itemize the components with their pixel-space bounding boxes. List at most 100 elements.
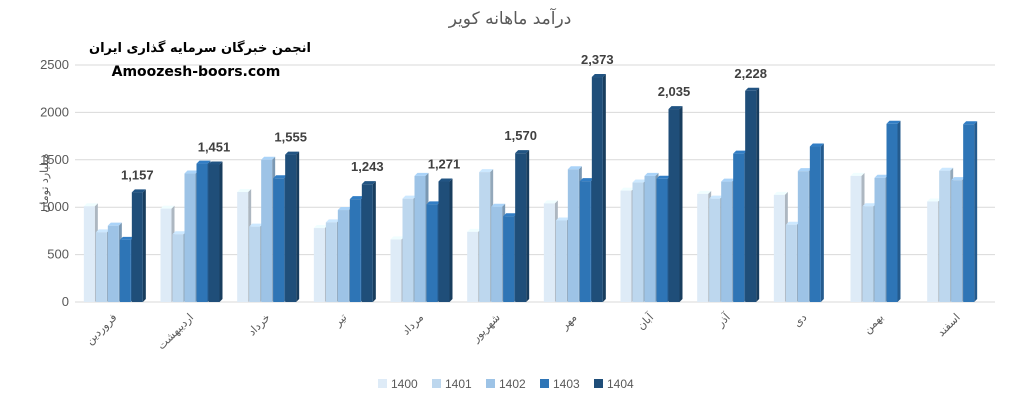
- bar-top: [668, 106, 683, 110]
- bar-front: [83, 206, 95, 302]
- bar-1400-10: [850, 172, 865, 302]
- bar-top: [733, 150, 748, 154]
- bar-front: [862, 206, 874, 302]
- bar-top: [951, 177, 966, 181]
- bar-front: [172, 234, 184, 302]
- bar-1404-5: [515, 150, 530, 302]
- bar-1401-3: [325, 219, 340, 302]
- bar-side: [679, 106, 683, 302]
- x-tick-label: مهر: [558, 311, 580, 333]
- bar-front: [721, 181, 733, 302]
- bar-front: [644, 175, 656, 302]
- bar-side: [974, 121, 978, 302]
- bar-side: [820, 143, 824, 302]
- bar-1400-7: [620, 187, 635, 302]
- data-label: 1,271: [428, 157, 461, 172]
- bar-top: [939, 167, 954, 171]
- bar-top: [886, 120, 901, 124]
- bar-1400-5: [467, 228, 482, 302]
- bar-top: [773, 191, 788, 195]
- bar-1403-3: [349, 196, 364, 302]
- bar-top: [119, 236, 134, 240]
- bar-1402-2: [261, 156, 276, 302]
- bar-1401-7: [632, 179, 647, 302]
- bar-front: [697, 193, 709, 302]
- data-label: 1,243: [351, 159, 384, 174]
- bar-1404-1: [208, 161, 223, 302]
- legend-swatch: [540, 379, 549, 388]
- bar-front: [567, 169, 579, 302]
- bar-side: [372, 181, 376, 302]
- bar-top: [632, 179, 647, 183]
- bar-1402-6: [567, 166, 582, 302]
- bar-front: [668, 109, 680, 302]
- bar-1401-1: [172, 231, 187, 302]
- bar-1402-4: [414, 172, 429, 302]
- bar-top: [797, 168, 812, 172]
- bar-front: [515, 153, 527, 302]
- data-label: 1,555: [274, 130, 307, 145]
- bar-top: [438, 178, 453, 182]
- bar-front: [555, 220, 567, 302]
- bar-1402-1: [184, 170, 199, 302]
- x-tick-label: دی: [791, 311, 810, 330]
- bar-top: [579, 178, 594, 182]
- bar-front: [579, 181, 591, 302]
- y-axis-ticks: 0 500 1000 1500 2000 2500: [40, 57, 69, 309]
- bar-front: [963, 124, 975, 302]
- legend-swatch: [432, 379, 441, 388]
- bar-front: [107, 225, 119, 302]
- bar-1404-8: [745, 87, 760, 302]
- bar-front: [414, 175, 426, 302]
- bar-front: [809, 146, 821, 302]
- bar-1403-9: [809, 143, 824, 302]
- bar-top: [555, 217, 570, 221]
- bar-top: [874, 174, 889, 178]
- x-tick-label: مرداد: [399, 311, 426, 338]
- bar-1401-5: [479, 169, 494, 302]
- bar-front: [503, 216, 515, 302]
- data-label: 1,451: [198, 139, 231, 154]
- bar-front: [426, 204, 438, 302]
- bar-top: [927, 198, 942, 202]
- bar-front: [402, 198, 414, 302]
- legend-label: 1403: [553, 377, 580, 391]
- bar-1402-9: [797, 168, 812, 302]
- bar-1401-9: [785, 221, 800, 302]
- bar-top: [620, 187, 635, 191]
- bar-1401-4: [402, 195, 417, 302]
- y-tick-label: 0: [62, 294, 69, 309]
- bar-1404-0: [131, 189, 146, 302]
- bar-front: [709, 198, 721, 302]
- bar-top: [160, 205, 175, 209]
- bar-1400-4: [390, 236, 405, 302]
- legend-label: 1401: [445, 377, 472, 391]
- bar-front: [591, 77, 603, 302]
- bar-top: [261, 156, 276, 160]
- bar-front: [874, 177, 886, 302]
- bar-top: [503, 213, 518, 217]
- bar-1401-11: [939, 167, 954, 302]
- bar-front: [620, 190, 632, 302]
- bar-front: [131, 192, 143, 302]
- y-tick-label: 2500: [40, 57, 69, 72]
- legend-label: 1402: [499, 377, 526, 391]
- bar-top: [850, 172, 865, 176]
- bar-top: [172, 231, 187, 235]
- bar-front: [745, 90, 757, 302]
- bar-1402-8: [721, 178, 736, 302]
- legend-swatch: [486, 379, 495, 388]
- bar-front: [927, 201, 939, 302]
- x-tick-label: فروردین: [83, 311, 119, 347]
- bar-top: [184, 170, 199, 174]
- chart-title: درآمد ماهانه کویر: [448, 7, 572, 29]
- bar-1402-3: [337, 207, 352, 302]
- bar-front: [184, 173, 196, 302]
- bar-1404-7: [668, 106, 683, 302]
- bar-front: [95, 232, 107, 302]
- bar-top: [426, 201, 441, 205]
- bar-1400-9: [773, 191, 788, 302]
- bar-top: [543, 200, 558, 204]
- x-tick-label: آبان: [634, 310, 657, 333]
- bar-front: [491, 206, 503, 302]
